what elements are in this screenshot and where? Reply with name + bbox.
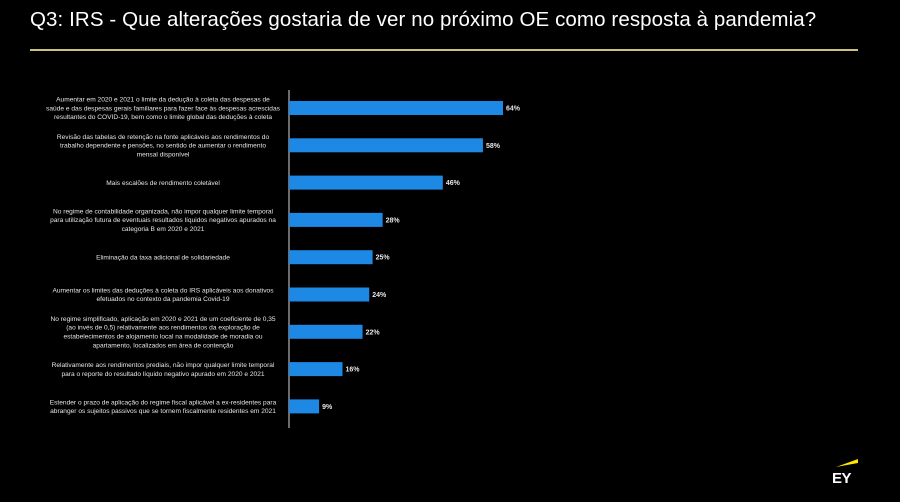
value-label-7: 22%: [366, 329, 381, 336]
category-label-1: Aumentar em 2020 e 2021 o limite da dedu…: [46, 97, 281, 122]
ey-logo-text: EY: [832, 470, 852, 487]
value-label-8: 16%: [346, 367, 361, 374]
category-label-9: Estender o prazo de aplicação do regime …: [50, 399, 277, 415]
bar-4: [289, 212, 383, 227]
bars-layer: [289, 101, 503, 414]
value-label-3: 46%: [446, 180, 461, 187]
bar-1: [289, 101, 503, 115]
bar-2: [289, 138, 483, 153]
value-label-5: 25%: [376, 255, 391, 262]
bar-7: [289, 324, 363, 339]
bar-6: [289, 287, 370, 302]
value-label-1: 64%: [506, 106, 521, 113]
value-label-4: 28%: [386, 217, 401, 224]
category-label-3: Mais escalões de rendimento coletável: [106, 180, 220, 187]
ey-logo: [836, 459, 858, 467]
bar-5: [289, 250, 373, 265]
category-label-2: Revisão das tabelas de retenção na fonte…: [57, 134, 270, 159]
value-labels-layer: 64% 58% 46% 28% 25% 24% 22% 16% 9%: [322, 106, 521, 411]
category-label-5: Eliminação da taxa adicional de solidari…: [96, 255, 230, 262]
bar-3: [289, 175, 443, 190]
title-divider: [30, 49, 858, 51]
bar-9: [289, 399, 320, 414]
value-label-9: 9%: [322, 404, 333, 411]
category-labels-layer: Aumentar em 2020 e 2021 o limite da dedu…: [46, 97, 281, 416]
category-label-7: No regime simplificado, aplicação em 202…: [50, 316, 275, 349]
bar-8: [289, 362, 343, 377]
value-label-6: 24%: [372, 292, 387, 299]
category-label-8: Relativamente aos rendimentos prediais, …: [52, 362, 275, 378]
category-label-4: No regime de contabilidade organizada, n…: [50, 208, 276, 233]
ey-logo-beam-icon: [836, 459, 858, 467]
value-label-2: 58%: [486, 143, 501, 150]
page-title: Q3: IRS - Que alterações gostaria de ver…: [30, 8, 817, 31]
category-label-6: Aumentar os limites das deduções à colet…: [52, 287, 274, 303]
